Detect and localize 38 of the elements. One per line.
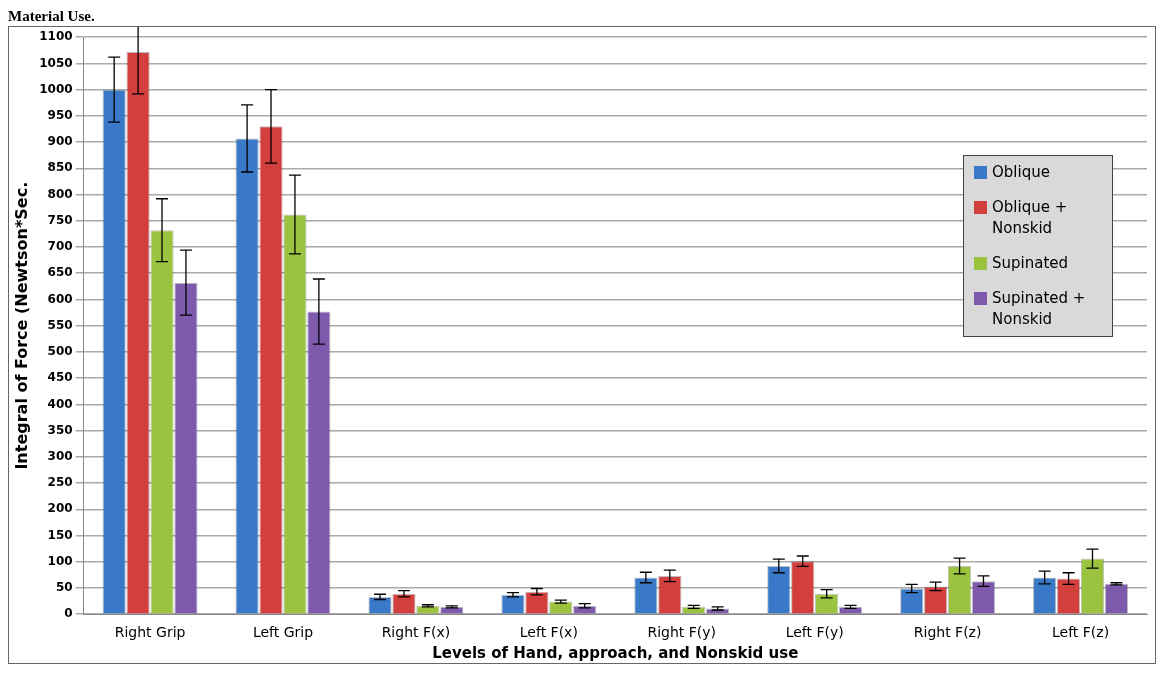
y-tick-label: 850: [47, 160, 73, 175]
y-tick-label: 450: [47, 370, 73, 385]
y-tick-label: 400: [47, 396, 73, 411]
legend-label: Supinated: [992, 253, 1069, 274]
y-tick-label: 150: [47, 527, 73, 542]
legend-label: Oblique + Nonskid: [992, 197, 1069, 239]
y-tick-label: 600: [47, 291, 73, 306]
y-tick-label: 50: [55, 580, 73, 595]
y-tick-label: 650: [47, 265, 73, 280]
x-tick-label: Right F(y): [647, 624, 717, 641]
y-tick-label: 500: [47, 344, 73, 359]
y-tick-label: 100: [47, 553, 73, 568]
y-tick-label: 550: [47, 317, 73, 332]
x-tick-label: Left F(x): [519, 624, 578, 641]
y-tick-label: 250: [47, 475, 73, 490]
y-tick-label: 350: [47, 422, 73, 437]
x-tick-label: Left Grip: [252, 624, 314, 641]
y-tick-label: 1100: [39, 29, 73, 44]
x-tick-label: Right F(x): [381, 624, 451, 641]
y-tick-label: 900: [47, 134, 73, 149]
y-tick-label: 950: [47, 108, 73, 123]
y-tick-label: 750: [47, 212, 73, 227]
y-tick-label: 1050: [39, 55, 73, 70]
y-tick-label: 700: [47, 239, 73, 254]
y-tick-label: 200: [47, 501, 73, 516]
legend-label: Supinated + Nonskid: [992, 288, 1087, 330]
y-tick-label: 0: [64, 606, 73, 621]
x-tick-label: Right Grip: [114, 624, 186, 641]
y-axis-title: Integral of Force (Newtson*Sec.: [11, 181, 31, 470]
chart-title: Material Use.: [8, 8, 96, 26]
x-axis-title: Levels of Hand, approach, and Nonskid use: [432, 643, 799, 662]
legend-label: Oblique: [992, 162, 1050, 183]
x-tick-label: Left F(z): [1051, 624, 1110, 641]
y-tick-label: 1000: [39, 81, 73, 96]
y-tick-label: 800: [47, 186, 73, 201]
x-tick-label: Left F(y): [785, 624, 844, 641]
y-tick-label: 300: [47, 448, 73, 463]
x-tick-label: Right F(z): [913, 624, 982, 641]
